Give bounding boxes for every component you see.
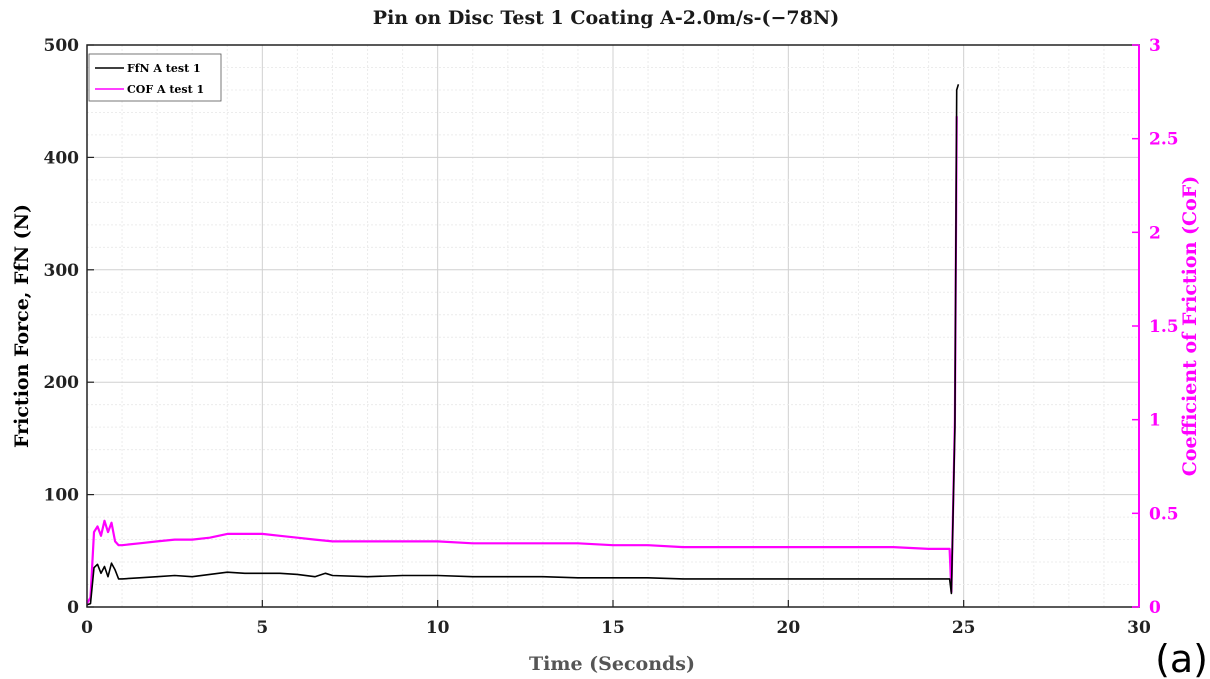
y-tick-label: 400 (44, 148, 80, 168)
y-tick-label: 500 (44, 36, 80, 56)
x-axis-ticks: 0 5 10 15 20 25 30 (81, 600, 1151, 638)
x-tick-label: 5 (256, 618, 268, 638)
panel-label: (a) (1155, 637, 1208, 679)
y-tick-label: 100 (44, 486, 80, 506)
x-tick-label: 0 (81, 618, 93, 638)
series-line-cof (86, 116, 958, 604)
x-tick-label: 10 (426, 618, 450, 638)
y2-tick-label: 1 (1149, 411, 1161, 431)
y-tick-label: 0 (67, 598, 79, 618)
chart-title: Pin on Disc Test 1 Coating A-2.0m/s-(−78… (373, 7, 839, 29)
x-tick-label: 15 (601, 618, 625, 638)
grid (86, 44, 1140, 608)
legend-box (88, 53, 222, 102)
y-tick-label: 200 (44, 373, 80, 393)
y2-tick-label: 0.5 (1149, 504, 1179, 524)
series-layer (86, 84, 960, 606)
y2-tick-label: 2.5 (1149, 130, 1179, 150)
y-tick-label: 300 (44, 261, 80, 281)
legend: FfN A test 1 COF A test 1 (88, 53, 222, 102)
x-tick-label: 25 (952, 618, 976, 638)
x-tick-label: 30 (1127, 618, 1151, 638)
y2-tick-label: 3 (1149, 36, 1161, 56)
y-axis-label: Friction Force, FfN (N) (11, 204, 33, 448)
x-axis-label: Time (Seconds) (529, 653, 695, 675)
y2-tick-label: 2 (1149, 223, 1161, 243)
y2-axis-label: Coefficient of Friction (CoF) (1179, 176, 1201, 477)
legend-label-ffn: FfN A test 1 (127, 62, 201, 75)
x-tick-label: 20 (776, 618, 800, 638)
series-line-ffn (86, 84, 960, 606)
legend-label-cof: COF A test 1 (127, 83, 204, 96)
y2-tick-label: 0 (1149, 598, 1161, 618)
y2-tick-label: 1.5 (1149, 317, 1179, 337)
y2-axis-ticks: 0 0.5 1 1.5 2 2.5 3 (1132, 36, 1179, 618)
y-axis-ticks: 0 100 200 300 400 500 (44, 36, 94, 618)
